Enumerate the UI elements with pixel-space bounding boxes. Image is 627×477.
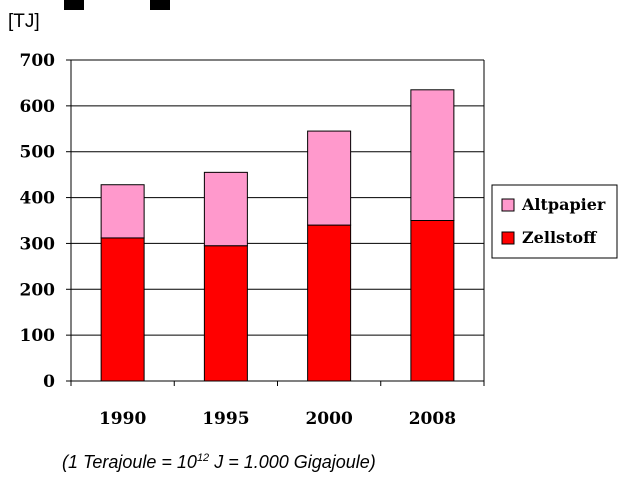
legend-box xyxy=(491,184,618,259)
bar-zellstoff-2000 xyxy=(307,224,352,382)
unit-label: [TJ] xyxy=(8,11,40,32)
cropped-title xyxy=(64,0,170,10)
bars xyxy=(100,89,455,382)
bar-altpapier-2008 xyxy=(410,89,455,221)
stacked-bar-chart: [TJ] 0 100 200 300 400 500 600 700 1990 1995 2000… xyxy=(8,0,618,429)
bar-altpapier-1990 xyxy=(100,184,145,239)
x-tick-label-1995: 1995 xyxy=(202,409,249,429)
y-tick-label-700: 700 xyxy=(20,51,56,71)
x-axis-tick-labels: 1990 1995 2000 2008 xyxy=(99,409,456,429)
x-tick-label-1990: 1990 xyxy=(99,409,146,429)
x-tick-label-2000: 2000 xyxy=(305,409,352,429)
y-tick-label-600: 600 xyxy=(20,97,56,117)
legend-swatch-altpapier xyxy=(501,198,515,212)
title-fragment-2 xyxy=(150,0,170,10)
y-tick-label-300: 300 xyxy=(20,234,56,254)
bar-zellstoff-2008 xyxy=(410,220,455,382)
footnote: (1 Terajoule = 1012 J = 1.000 Gigajoule) xyxy=(62,452,376,473)
footnote-exponent: 12 xyxy=(196,452,210,464)
legend-label-altpapier: Altpapier xyxy=(521,195,606,214)
y-tick-label-0: 0 xyxy=(43,372,55,392)
y-tick-label-500: 500 xyxy=(20,143,56,163)
bar-altpapier-2000 xyxy=(307,130,352,226)
y-tick-label-400: 400 xyxy=(20,189,56,209)
y-axis-tick-labels: 0 100 200 300 400 500 600 700 xyxy=(20,51,56,392)
y-tick-label-100: 100 xyxy=(20,326,56,346)
legend: Altpapier Zellstoff xyxy=(491,184,618,259)
bar-altpapier-1995 xyxy=(203,171,248,247)
legend-swatch-zellstoff xyxy=(501,231,515,245)
axes xyxy=(66,59,485,386)
title-fragment-1 xyxy=(64,0,84,10)
legend-label-zellstoff: Zellstoff xyxy=(522,228,597,247)
footnote-text-pre: (1 Terajoule = 10 xyxy=(62,452,197,472)
y-tick-label-200: 200 xyxy=(20,280,56,300)
bar-zellstoff-1990 xyxy=(100,237,145,382)
bar-zellstoff-1995 xyxy=(203,245,248,382)
footnote-text-post: J = 1.000 Gigajoule) xyxy=(209,452,376,472)
x-tick-label-2008: 2008 xyxy=(409,409,456,429)
